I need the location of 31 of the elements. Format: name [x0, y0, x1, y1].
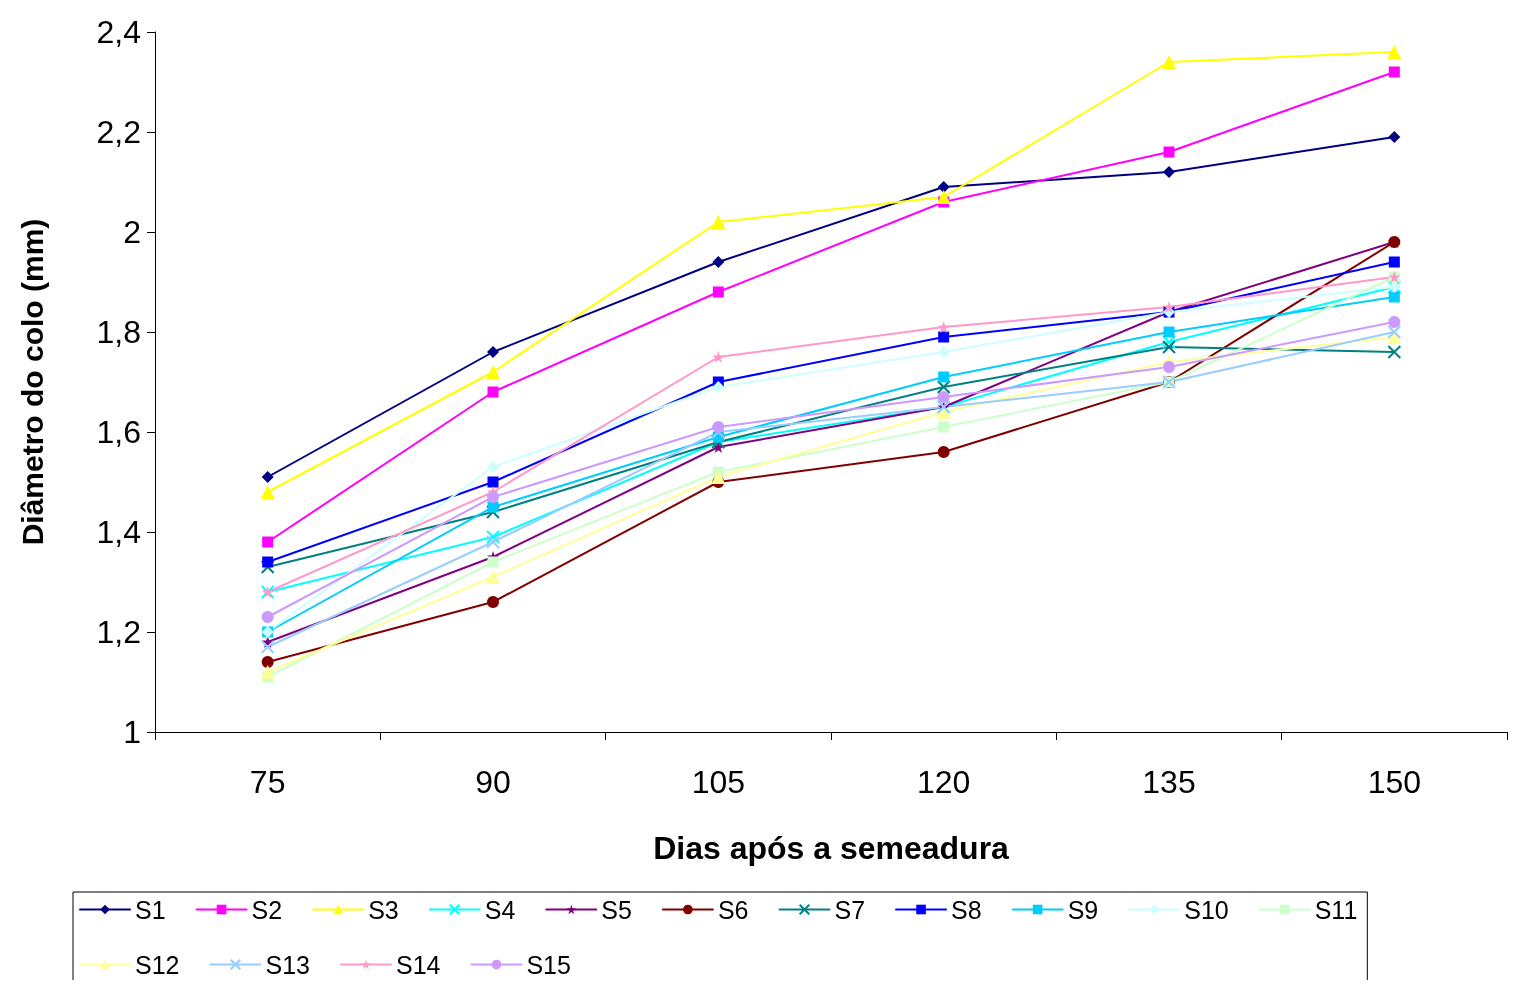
- legend-label: S8: [951, 895, 982, 924]
- legend-label: S13: [265, 950, 310, 979]
- legend-label: S11: [1314, 895, 1358, 924]
- y-tick-label: 1,2: [96, 614, 141, 650]
- y-tick-label: 2,4: [96, 14, 141, 50]
- legend-label: S14: [395, 950, 441, 979]
- legend-label: S12: [135, 950, 180, 979]
- y-tick-label: 1,6: [96, 414, 141, 450]
- legend-label: S3: [368, 895, 399, 924]
- legend-label: S7: [834, 895, 866, 924]
- y-tick-label: 2,2: [96, 114, 141, 150]
- y-tick-label: 1: [123, 714, 141, 750]
- legend-label: S2: [251, 895, 283, 924]
- legend-label: S4: [484, 895, 516, 924]
- legend-label: S1: [135, 895, 166, 924]
- legend-label: S15: [526, 950, 571, 979]
- x-tick-label: 150: [1367, 764, 1422, 800]
- x-tick-label: 75: [249, 764, 286, 800]
- x-tick-label: 90: [475, 764, 511, 800]
- legend-label: S5: [601, 895, 632, 924]
- legend-label: S10: [1184, 895, 1229, 924]
- x-axis-title: Dias após a semeadura: [653, 830, 1010, 866]
- x-tick-label: 120: [916, 764, 971, 800]
- legend-label: S9: [1067, 895, 1099, 924]
- y-tick-label: 2: [123, 214, 141, 250]
- x-tick-label: 105: [691, 764, 746, 800]
- y-tick-label: 1,4: [96, 514, 141, 550]
- legend-label: S6: [717, 895, 749, 924]
- y-axis-title: Diâmetro do colo (mm): [15, 218, 49, 546]
- y-tick-label: 1,8: [96, 314, 141, 350]
- x-tick-label: 135: [1142, 764, 1196, 800]
